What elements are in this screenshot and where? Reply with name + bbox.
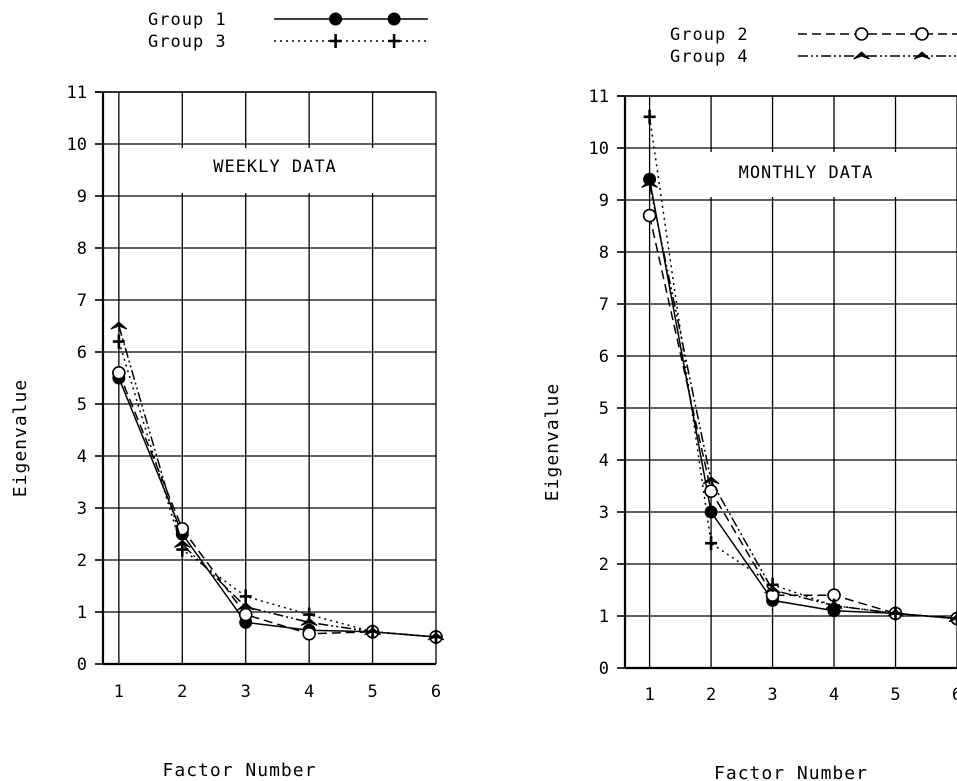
y-axis-label: Eigenvalue: [542, 383, 563, 501]
point-group-4-5: [887, 608, 904, 617]
x-tick-label-2: 2: [706, 685, 716, 705]
y-tick-label-7: 7: [77, 291, 87, 311]
series-line-group-1: [648, 179, 957, 620]
y-tick-label-2: 2: [77, 551, 87, 571]
point-group-2-2: [704, 484, 718, 499]
series-line-group-4: [118, 325, 437, 638]
legend-marker-group-3-b: [388, 34, 401, 48]
series-line-group-2: [118, 372, 437, 638]
legend-label-group-3: Group 3: [148, 32, 227, 52]
y-tick-label-9: 9: [77, 187, 87, 207]
point-group-4-3: [237, 602, 255, 611]
point-group-4-1: [641, 179, 658, 188]
y-tick-label-6: 6: [77, 343, 87, 363]
y-axis-label: Eigenvalue: [10, 379, 31, 497]
y-tick-label-11: 11: [67, 83, 87, 103]
series-line-group-2: [648, 215, 957, 620]
x-tick-label-6: 6: [952, 685, 957, 705]
y-tick-label-1: 1: [599, 607, 609, 627]
legend-marker-group-2-b: [915, 27, 929, 41]
x-tick-label-4: 4: [304, 682, 314, 702]
series-line-group-4: [648, 184, 957, 620]
point-group-2-3: [238, 607, 253, 622]
point-group-4-6: [427, 632, 445, 641]
point-group-4-2: [702, 476, 720, 485]
x-axis-label: Factor Number: [163, 760, 317, 781]
y-tick-label-9: 9: [599, 191, 609, 211]
point-group-4-4: [825, 600, 843, 610]
legend-label-group-2: Group 2: [670, 25, 749, 45]
legend-marker-group-1-b: [387, 12, 401, 26]
series-line-group-3: [648, 116, 957, 620]
y-tick-label-3: 3: [77, 499, 87, 519]
x-axis-label: Factor Number: [714, 763, 868, 781]
annotation-background: [700, 152, 910, 197]
point-group-4-3: [764, 585, 781, 594]
annotation-background: [170, 148, 382, 193]
point-group-4-6: [948, 613, 957, 623]
x-tick-label-5: 5: [890, 685, 900, 705]
point-group-2-1: [112, 365, 126, 380]
point-group-3-3: [239, 589, 252, 604]
legend-marker-group-4-a: [853, 51, 870, 60]
y-tick-label-8: 8: [77, 239, 87, 259]
x-tick-label-1: 1: [114, 682, 124, 702]
series-group-2: [112, 365, 443, 644]
x-tick-label-6: 6: [431, 682, 441, 702]
annotation-label: MONTHLY DATA: [739, 163, 874, 183]
point-group-4-1: [110, 321, 128, 330]
y-tick-label-0: 0: [599, 659, 609, 679]
y-tick-label-11: 11: [589, 87, 609, 107]
x-tick-label-3: 3: [767, 685, 777, 705]
series-group-2: [642, 208, 957, 626]
x-tick-label-5: 5: [367, 682, 377, 702]
legend-marker-group-4-b: [913, 51, 931, 60]
series-group-3: [112, 334, 442, 644]
point-group-3-2: [705, 536, 718, 551]
series-group-4: [641, 179, 957, 623]
annotation-label: WEEKLY DATA: [213, 157, 337, 177]
y-tick-label-1: 1: [77, 603, 87, 623]
y-tick-label-10: 10: [589, 139, 609, 159]
series-group-4: [110, 321, 445, 641]
point-group-2-4: [302, 627, 316, 641]
legend-marker-group-3-a: [329, 34, 342, 48]
y-tick-label-5: 5: [599, 399, 609, 419]
point-group-1-2: [704, 505, 718, 519]
y-tick-label-6: 6: [599, 347, 609, 367]
y-tick-label-2: 2: [599, 555, 609, 575]
point-group-4-2: [173, 539, 191, 548]
y-tick-label-4: 4: [599, 451, 609, 471]
legend-label-group-1: Group 1: [148, 10, 227, 30]
point-group-2-1: [642, 208, 657, 223]
x-tick-label-3: 3: [241, 682, 251, 702]
point-group-4-5: [364, 627, 381, 636]
x-tick-label-4: 4: [829, 685, 839, 705]
y-tick-label-7: 7: [599, 295, 609, 315]
y-tick-label-5: 5: [77, 395, 87, 415]
x-tick-label-1: 1: [644, 685, 654, 705]
point-group-3-1: [112, 334, 125, 349]
y-tick-label-10: 10: [67, 135, 87, 155]
legend-marker-group-1-a: [329, 12, 343, 26]
x-tick-label-2: 2: [177, 682, 187, 702]
y-tick-label-0: 0: [77, 655, 87, 675]
legend-marker-group-2-a: [854, 27, 869, 41]
legend-label-group-4: Group 4: [670, 47, 749, 67]
point-group-4-4: [300, 617, 318, 626]
y-tick-label-8: 8: [599, 243, 609, 263]
y-tick-label-3: 3: [599, 503, 609, 523]
point-group-3-1: [643, 109, 656, 124]
y-tick-label-4: 4: [77, 447, 87, 467]
